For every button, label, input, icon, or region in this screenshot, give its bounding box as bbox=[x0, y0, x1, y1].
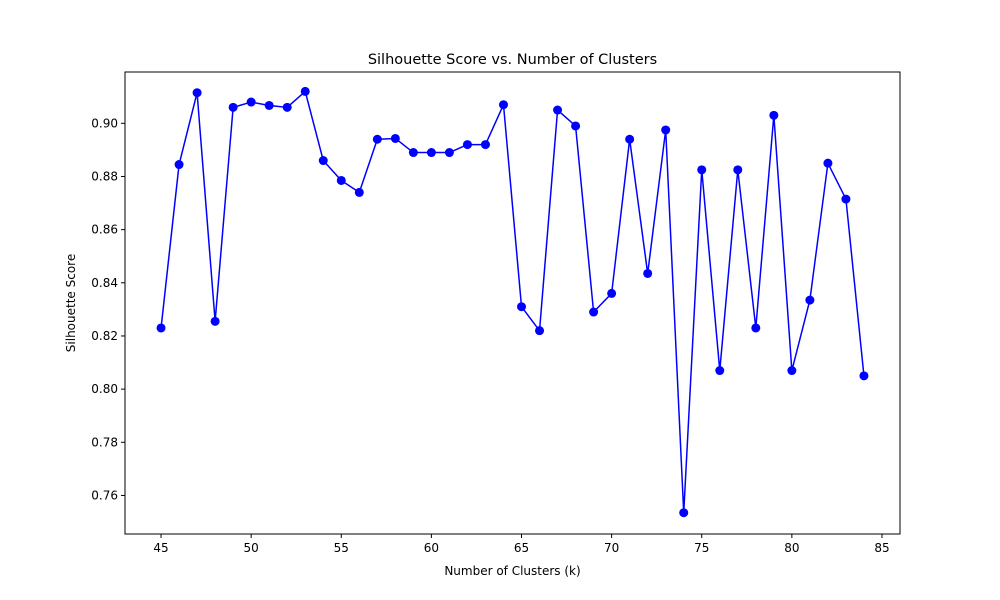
y-tick-label: 0.86 bbox=[91, 223, 118, 237]
data-point bbox=[715, 366, 725, 376]
data-point bbox=[697, 165, 707, 175]
y-tick-label: 0.84 bbox=[91, 276, 118, 290]
data-point bbox=[787, 366, 797, 376]
data-point bbox=[192, 88, 202, 98]
data-point bbox=[444, 148, 454, 158]
x-tick-label: 50 bbox=[244, 541, 259, 555]
y-axis-title: Silhouette Score bbox=[64, 254, 78, 352]
data-point bbox=[318, 156, 328, 166]
x-tick-label: 60 bbox=[424, 541, 439, 555]
x-axis-title: Number of Clusters (k) bbox=[444, 564, 580, 578]
data-point bbox=[841, 194, 851, 204]
data-point bbox=[246, 97, 256, 107]
data-point bbox=[661, 125, 671, 135]
data-point bbox=[498, 100, 508, 110]
data-point bbox=[751, 323, 761, 333]
y-tick-label: 0.88 bbox=[91, 169, 118, 183]
data-point bbox=[769, 110, 779, 120]
data-point bbox=[859, 371, 869, 381]
x-tick-label: 45 bbox=[153, 541, 168, 555]
y-axis: 0.76 0.78 0.80 0.82 0.84 0.86 0.88 0.90 bbox=[91, 116, 125, 502]
data-point bbox=[643, 268, 653, 278]
data-point bbox=[571, 121, 581, 131]
data-point bbox=[679, 508, 689, 518]
data-point bbox=[607, 288, 617, 298]
data-point bbox=[354, 187, 364, 197]
data-point bbox=[517, 302, 527, 312]
data-point bbox=[805, 295, 815, 305]
x-tick-label: 85 bbox=[874, 541, 889, 555]
data-point bbox=[210, 316, 220, 326]
x-tick-label: 55 bbox=[334, 541, 349, 555]
y-tick-label: 0.78 bbox=[91, 435, 118, 449]
data-point bbox=[553, 105, 563, 115]
data-point bbox=[372, 134, 382, 144]
data-point bbox=[264, 100, 274, 110]
data-point bbox=[228, 102, 238, 112]
data-point bbox=[480, 140, 490, 150]
data-point bbox=[625, 134, 635, 144]
data-point bbox=[535, 326, 545, 336]
data-point bbox=[174, 160, 184, 170]
data-point bbox=[823, 158, 833, 168]
data-point bbox=[733, 165, 743, 175]
y-tick-label: 0.80 bbox=[91, 382, 118, 396]
x-axis: 45 50 55 60 65 70 75 80 85 bbox=[153, 534, 890, 555]
data-point bbox=[408, 148, 418, 158]
x-tick-label: 80 bbox=[784, 541, 799, 555]
data-point bbox=[282, 102, 292, 112]
data-point bbox=[426, 148, 436, 158]
series-line bbox=[160, 90, 865, 514]
y-tick-label: 0.90 bbox=[91, 116, 118, 130]
x-tick-label: 75 bbox=[694, 541, 709, 555]
data-point bbox=[336, 175, 346, 185]
y-tick-label: 0.76 bbox=[91, 488, 118, 502]
x-tick-label: 65 bbox=[514, 541, 529, 555]
plot-area bbox=[124, 71, 901, 535]
y-tick-label: 0.82 bbox=[91, 329, 118, 343]
data-point bbox=[300, 86, 310, 96]
data-point bbox=[156, 323, 166, 333]
chart-title: Silhouette Score vs. Number of Clusters bbox=[368, 52, 657, 68]
data-point bbox=[589, 307, 599, 317]
data-point bbox=[462, 140, 472, 150]
data-point bbox=[390, 133, 400, 143]
series-layer bbox=[156, 86, 869, 518]
x-tick-label: 70 bbox=[604, 541, 619, 555]
